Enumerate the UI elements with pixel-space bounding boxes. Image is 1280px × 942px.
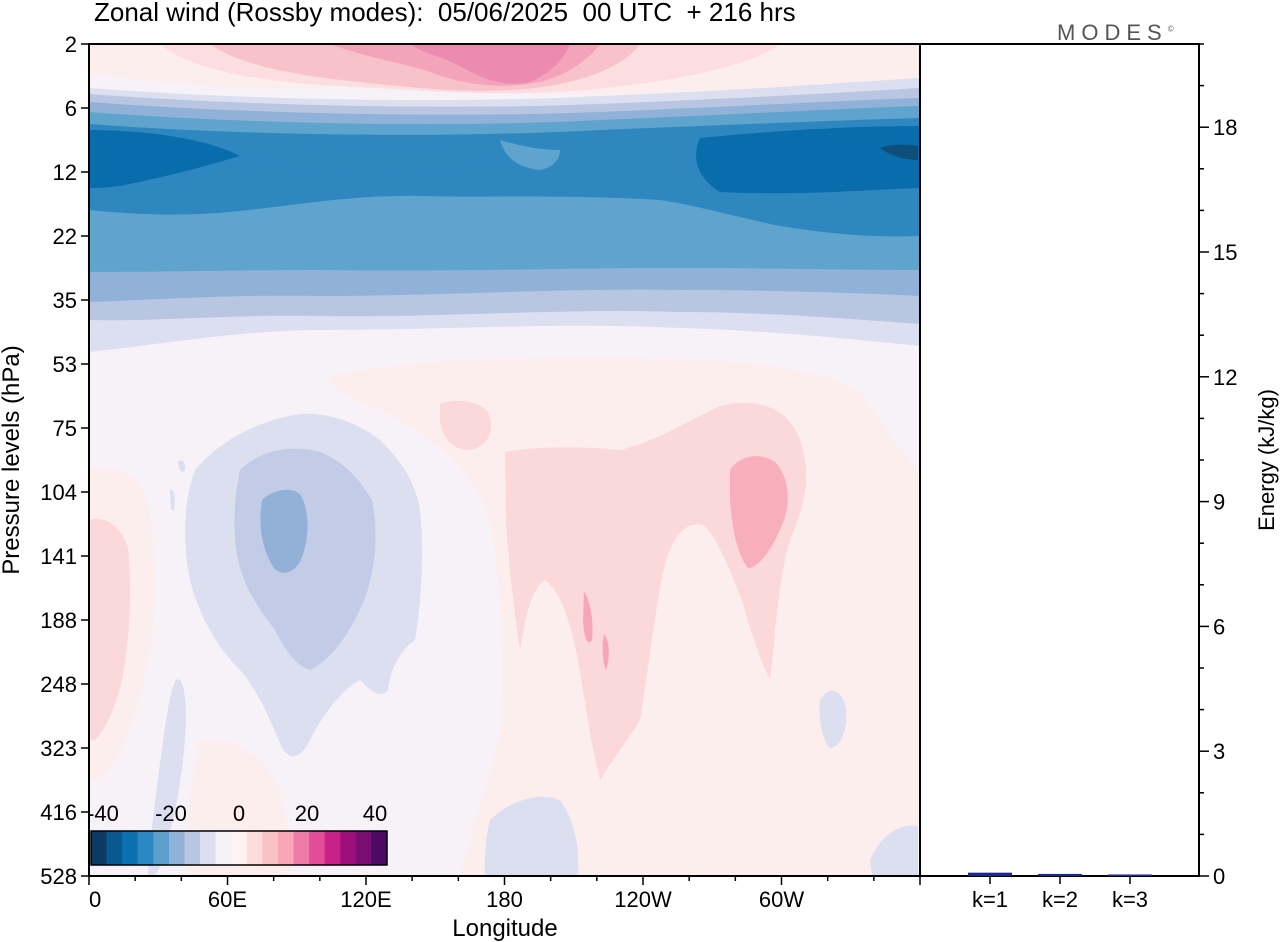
energy-tick-label: 3: [1213, 739, 1225, 764]
colorbar-swatch: [277, 831, 294, 865]
colorbar-label: -40: [87, 801, 119, 826]
colorbar: -40 -20 0 20 40: [87, 801, 388, 866]
field-neg-mid-6: [819, 690, 847, 748]
field-neg-mid-5: [484, 796, 579, 876]
colorbar-swatch: [246, 831, 263, 865]
energy-panel-frame: [919, 43, 1200, 877]
field-pos-mid-4: [440, 400, 491, 450]
field-neg-mid-4: [148, 679, 186, 876]
y-tick-label: 104: [40, 480, 77, 505]
field-neg-mid-8: [178, 460, 186, 472]
y-tick-label: 35: [53, 288, 77, 313]
pressure-axis: 2 6 12 22 35 53 75 104 141 188 248 323 416 528: [40, 32, 89, 889]
x-tick-label: 180: [486, 887, 523, 912]
y-tick-label: 323: [40, 736, 77, 761]
y-tick-label: 12: [53, 160, 77, 185]
colorbar-swatch: [137, 831, 154, 865]
x-tick-label: 60E: [208, 887, 247, 912]
colorbar-label: 20: [295, 801, 319, 826]
energy-category-label: k=1: [972, 887, 1008, 912]
field-pos-mid-6: [602, 634, 609, 670]
y-tick-label: 6: [65, 96, 77, 121]
x-tick-label: 0: [89, 887, 101, 912]
y-tick-label: 53: [53, 352, 77, 377]
colorbar-swatch: [355, 831, 372, 865]
y-tick-label: 22: [53, 224, 77, 249]
field-pos-mid-5: [583, 592, 593, 643]
colorbar-swatch: [106, 831, 123, 865]
chart-title: Zonal wind (Rossby modes): 05/06/2025 00…: [94, 0, 796, 27]
colorbar-swatch: [153, 831, 170, 865]
energy-bar: [1038, 873, 1082, 876]
brand-text: MODES: [1057, 20, 1168, 45]
energy-tick-label: 9: [1213, 490, 1225, 515]
energy-category-label: k=3: [1112, 887, 1148, 912]
colorbar-swatch: [309, 831, 325, 865]
energy-bar: [968, 872, 1012, 876]
energy-tick-label: 12: [1213, 365, 1237, 390]
energy-tick-label: 6: [1213, 614, 1225, 639]
energy-tick-label: 18: [1213, 115, 1237, 140]
brand-mark: ©: [1167, 24, 1174, 34]
field-pos-top-5: [410, 44, 570, 84]
field-neg-10: [880, 144, 918, 160]
colorbar-swatch: [293, 831, 310, 865]
y-tick-label: 141: [40, 544, 77, 569]
colorbar-swatch: [184, 831, 201, 865]
colorbar-swatch: [91, 831, 107, 865]
field-neg-mid-3: [260, 489, 308, 573]
y-tick-label: 75: [53, 416, 77, 441]
field-neg-6: [89, 130, 240, 188]
colorbar-swatch: [231, 831, 248, 865]
colorbar-label: -20: [155, 801, 187, 826]
field-pos-mid-3: [730, 456, 788, 568]
heatmap-field: [89, 44, 920, 876]
brand-logo: MODES©: [1057, 20, 1174, 46]
field-neg-mid-7: [870, 825, 918, 876]
colorbar-frame: [90, 830, 388, 866]
colorbar-swatch: [215, 831, 232, 865]
colorbar-swatch: [122, 831, 139, 865]
colorbar-swatch: [371, 831, 388, 865]
colorbar-swatch: [262, 831, 279, 865]
y-tick-label: 416: [40, 800, 77, 825]
colorbar-swatch: [168, 831, 185, 865]
energy-bar: [1108, 874, 1152, 876]
x-tick-label: 60W: [759, 887, 804, 912]
y-axis-title: Pressure levels (hPa): [0, 345, 25, 574]
field-neg-8: [240, 148, 510, 172]
y-tick-label: 248: [40, 672, 77, 697]
y-tick-label: 188: [40, 608, 77, 633]
energy-tick-label: 0: [1213, 864, 1225, 889]
x-tick-label: 120W: [614, 887, 672, 912]
energy-bars: k=1 k=2 k=3: [968, 872, 1152, 912]
longitude-axis: 0 60E 120E 180 120W 60W: [88, 876, 921, 912]
colorbar-swatch: [200, 831, 216, 865]
y-tick-label: 2: [65, 32, 77, 57]
field-neg-7: [696, 126, 920, 194]
energy-axis-title: Energy (kJ/kg): [1254, 389, 1279, 531]
colorbar-swatch: [340, 831, 357, 865]
energy-tick-label: 15: [1213, 240, 1237, 265]
field-neg-mid-9: [170, 489, 175, 512]
colorbar-label: 40: [363, 801, 387, 826]
field-neg-9: [500, 140, 560, 170]
y-tick-label: 528: [40, 864, 77, 889]
field-pos-left-2: [89, 519, 130, 740]
x-tick-label: 120E: [340, 887, 391, 912]
energy-category-label: k=2: [1042, 887, 1078, 912]
colorbar-swatch: [324, 831, 341, 865]
colorbar-label: 0: [233, 801, 245, 826]
energy-axis: 0 3 6 9 12 15 18: [1199, 43, 1237, 889]
x-axis-title: Longitude: [452, 915, 557, 942]
